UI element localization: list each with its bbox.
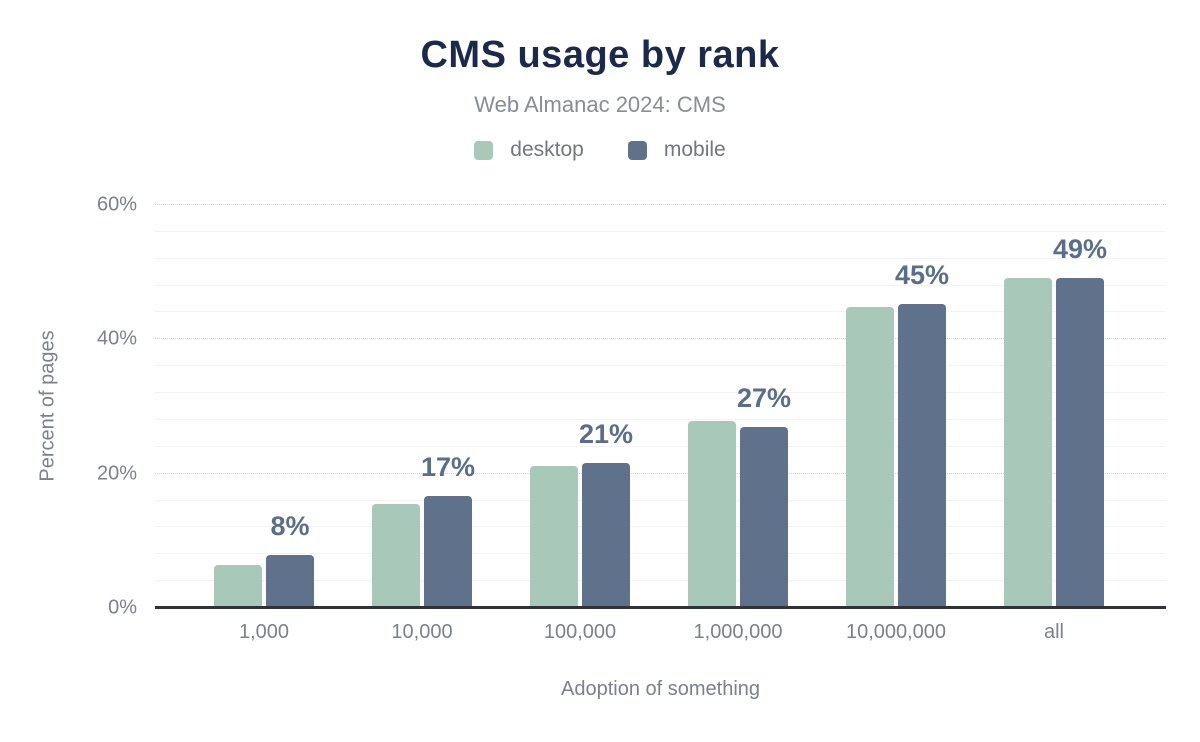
legend-swatch-icon — [474, 140, 494, 160]
x-tick-label: 1,000,000 — [693, 621, 783, 643]
bar-desktop-100,000[interactable] — [530, 465, 578, 608]
minor-gridline — [155, 580, 1166, 582]
bar-mobile-100,000[interactable] — [582, 462, 630, 608]
major-gridline — [155, 472, 1166, 474]
bar-desktop-1,000,000[interactable] — [688, 421, 736, 608]
bar-value-label: 45% — [894, 259, 950, 290]
minor-gridline — [155, 553, 1166, 555]
bar-value-label: 49% — [1052, 233, 1108, 264]
legend-item-desktop: desktop — [474, 138, 584, 162]
major-gridline — [155, 204, 1166, 205]
x-tick-label: 10,000 — [391, 621, 453, 643]
minor-gridline — [155, 526, 1166, 528]
y-tick-label: 40% — [96, 327, 137, 350]
bar-desktop-10,000[interactable] — [372, 503, 420, 608]
minor-gridline — [155, 499, 1166, 501]
legend-label: desktop — [510, 138, 584, 161]
minor-gridline — [155, 418, 1166, 420]
minor-gridline — [155, 284, 1166, 286]
bar-desktop-all[interactable] — [1004, 277, 1052, 608]
minor-gridline — [155, 311, 1166, 313]
minor-gridline — [155, 445, 1166, 447]
bar-desktop-10,000,000[interactable] — [846, 307, 894, 608]
x-axis-line — [155, 606, 1166, 609]
minor-gridline — [155, 392, 1166, 394]
bar-value-label: 21% — [578, 418, 634, 449]
chart-title: CMS usage by rank — [420, 34, 780, 76]
y-axis-title: Percent of pages — [36, 330, 59, 482]
bar-value-label: 8% — [270, 510, 310, 541]
minor-gridline — [155, 257, 1166, 259]
y-tick-label: 60% — [96, 193, 137, 216]
y-tick-label: 20% — [96, 462, 137, 485]
bar-value-label: 17% — [420, 451, 476, 482]
bar-desktop-1,000[interactable] — [214, 565, 262, 608]
bar-mobile-1,000,000[interactable] — [740, 426, 788, 608]
x-axis-title: Adoption of something — [560, 678, 761, 700]
plot-area: 0% 20% 40% 60% 1,000 8% 10,000 17% 100,000 21% 1,… — [97, 194, 1166, 643]
x-tick-label: 10,000,000 — [845, 621, 947, 643]
legend: desktop mobile — [0, 138, 1200, 162]
legend-label: mobile — [663, 138, 726, 161]
minor-gridline — [155, 365, 1166, 367]
major-gridline — [155, 338, 1166, 340]
legend-swatch-icon — [627, 140, 647, 160]
bar-mobile-10,000[interactable] — [424, 495, 472, 608]
bar-mobile-all[interactable] — [1056, 277, 1104, 608]
bar-mobile-1,000[interactable] — [266, 554, 314, 608]
bar-mobile-10,000,000[interactable] — [898, 303, 946, 608]
minor-gridline — [155, 230, 1166, 232]
legend-item-mobile: mobile — [627, 138, 726, 162]
x-tick-label: 100,000 — [543, 621, 617, 643]
y-tick-label: 0% — [108, 596, 137, 619]
chart-subtitle: Web Almanac 2024: CMS — [474, 92, 726, 117]
x-tick-label: all — [1043, 621, 1065, 643]
bar-value-label: 27% — [736, 382, 792, 413]
x-tick-label: 1,000 — [238, 621, 290, 643]
